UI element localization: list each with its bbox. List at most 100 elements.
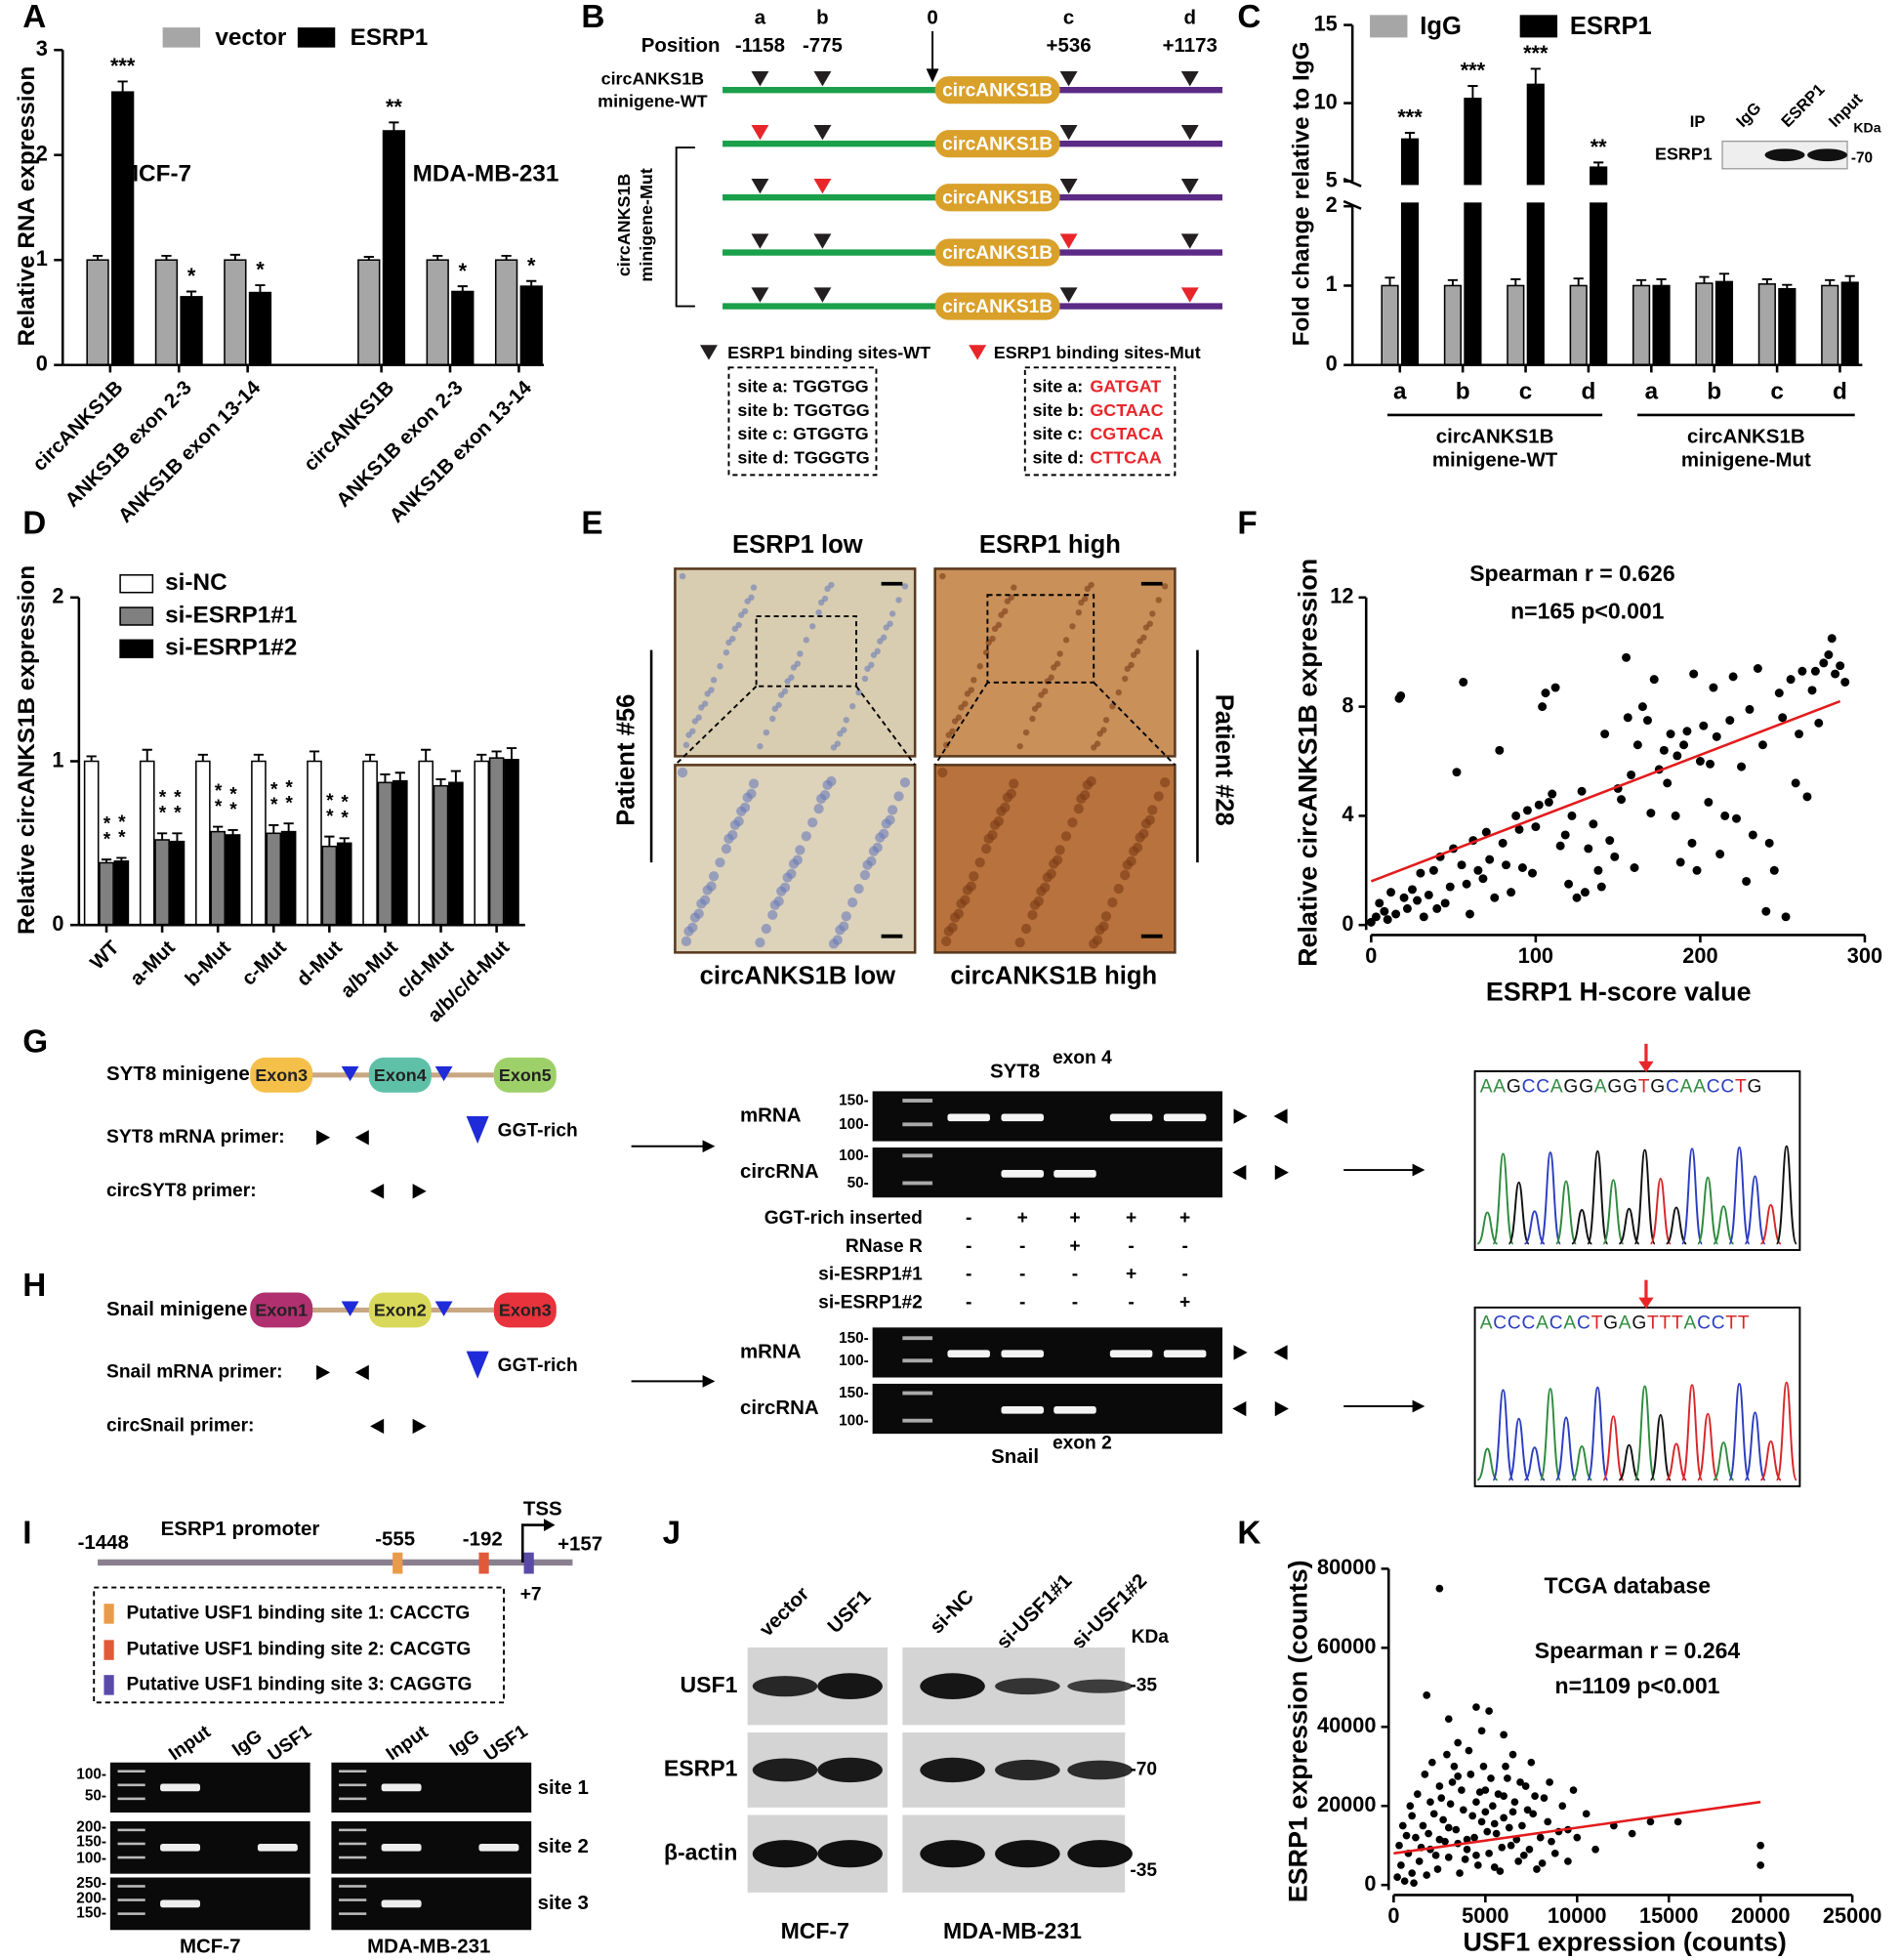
x-tick-label: b bbox=[1456, 378, 1470, 404]
blot-label: KDa bbox=[1853, 120, 1880, 136]
point bbox=[1454, 1738, 1462, 1747]
cell bbox=[880, 634, 888, 641]
point bbox=[1443, 1750, 1451, 1759]
peak bbox=[1649, 1178, 1672, 1245]
ladder-band bbox=[117, 1885, 145, 1888]
exon bbox=[250, 1057, 313, 1093]
ladder-band bbox=[902, 1358, 933, 1363]
cell bbox=[1062, 637, 1070, 644]
base: G bbox=[1632, 1314, 1647, 1334]
error-bar bbox=[1699, 275, 1710, 284]
error-bar bbox=[255, 284, 266, 293]
cell bbox=[721, 843, 732, 855]
point bbox=[1519, 1852, 1528, 1859]
bar bbox=[154, 259, 179, 366]
point bbox=[1498, 1843, 1507, 1852]
point bbox=[1437, 1794, 1446, 1802]
legend-swatch bbox=[1370, 15, 1408, 38]
cell bbox=[819, 789, 831, 801]
cell bbox=[1147, 805, 1158, 815]
legend-label: si-ESRP1#1 bbox=[165, 602, 297, 628]
group-label: MCF-7 bbox=[119, 161, 191, 188]
base: A bbox=[1684, 1314, 1698, 1334]
cell bbox=[989, 635, 996, 643]
bar bbox=[1507, 284, 1525, 366]
cell bbox=[866, 855, 877, 867]
ladder-band bbox=[902, 1122, 933, 1127]
cell bbox=[953, 908, 965, 919]
point bbox=[1478, 874, 1488, 884]
primer bbox=[412, 1184, 427, 1199]
cell bbox=[1126, 855, 1136, 867]
zoom-line bbox=[933, 682, 989, 766]
cell bbox=[689, 728, 696, 734]
base: T bbox=[1638, 1077, 1651, 1098]
point bbox=[1544, 797, 1553, 807]
label: si-ESRP1#1 bbox=[818, 1265, 923, 1285]
site-marker bbox=[751, 124, 769, 141]
cell bbox=[769, 715, 776, 723]
point bbox=[1435, 1782, 1444, 1790]
primer bbox=[1274, 1400, 1289, 1417]
ladder-band bbox=[117, 1828, 145, 1832]
point bbox=[1769, 865, 1779, 875]
point bbox=[1580, 888, 1590, 897]
band bbox=[752, 1676, 818, 1697]
band bbox=[1163, 1113, 1207, 1122]
band bbox=[920, 1673, 985, 1700]
point bbox=[1596, 882, 1606, 892]
exon-label: circANKS1B bbox=[942, 135, 1053, 155]
label: exon 4 bbox=[1053, 1048, 1112, 1068]
cell bbox=[1113, 883, 1124, 895]
error-bar bbox=[324, 835, 335, 847]
band bbox=[947, 1350, 990, 1358]
peak bbox=[1713, 1205, 1735, 1245]
arrow-head bbox=[544, 1519, 556, 1531]
cell bbox=[937, 767, 948, 778]
base: A bbox=[1536, 1314, 1549, 1334]
ladder-band bbox=[117, 1856, 145, 1859]
dashed-box bbox=[727, 366, 878, 477]
point bbox=[1748, 830, 1757, 840]
point bbox=[1457, 860, 1466, 870]
band bbox=[160, 1783, 201, 1792]
exon bbox=[934, 292, 1060, 320]
point bbox=[1732, 813, 1741, 823]
binding-site bbox=[523, 1552, 534, 1574]
label: -35 bbox=[1130, 1676, 1157, 1696]
cell bbox=[1027, 909, 1038, 921]
point bbox=[1408, 1812, 1417, 1820]
y-tick-label: 0 bbox=[1342, 911, 1353, 936]
error-bar bbox=[253, 753, 265, 762]
site-marker bbox=[1059, 70, 1078, 87]
label: ESRP1 promoter bbox=[161, 1518, 320, 1540]
peak bbox=[1759, 1439, 1782, 1481]
cell bbox=[1016, 742, 1023, 750]
bar bbox=[111, 91, 135, 366]
base: G bbox=[1748, 1077, 1763, 1098]
cell bbox=[893, 791, 904, 802]
point bbox=[1380, 906, 1389, 916]
cell bbox=[679, 572, 686, 580]
significance: ** bbox=[111, 813, 132, 844]
point bbox=[1699, 721, 1709, 730]
cell bbox=[723, 648, 730, 656]
triangle bbox=[466, 1351, 489, 1379]
cell bbox=[1160, 777, 1171, 788]
point bbox=[1410, 1879, 1418, 1888]
primer bbox=[1273, 1345, 1288, 1360]
point bbox=[1632, 740, 1642, 750]
point bbox=[1737, 762, 1747, 771]
exon bbox=[493, 1292, 557, 1328]
bar bbox=[1821, 284, 1839, 366]
cell bbox=[786, 868, 797, 879]
cell bbox=[941, 936, 952, 946]
cell bbox=[1048, 674, 1054, 681]
label: Exon3 bbox=[499, 1300, 552, 1319]
site-marker bbox=[1180, 233, 1199, 249]
base: A bbox=[1619, 1314, 1632, 1334]
cell bbox=[1140, 634, 1147, 641]
cell bbox=[729, 635, 736, 643]
cell bbox=[947, 922, 958, 933]
site-marker bbox=[813, 233, 832, 249]
